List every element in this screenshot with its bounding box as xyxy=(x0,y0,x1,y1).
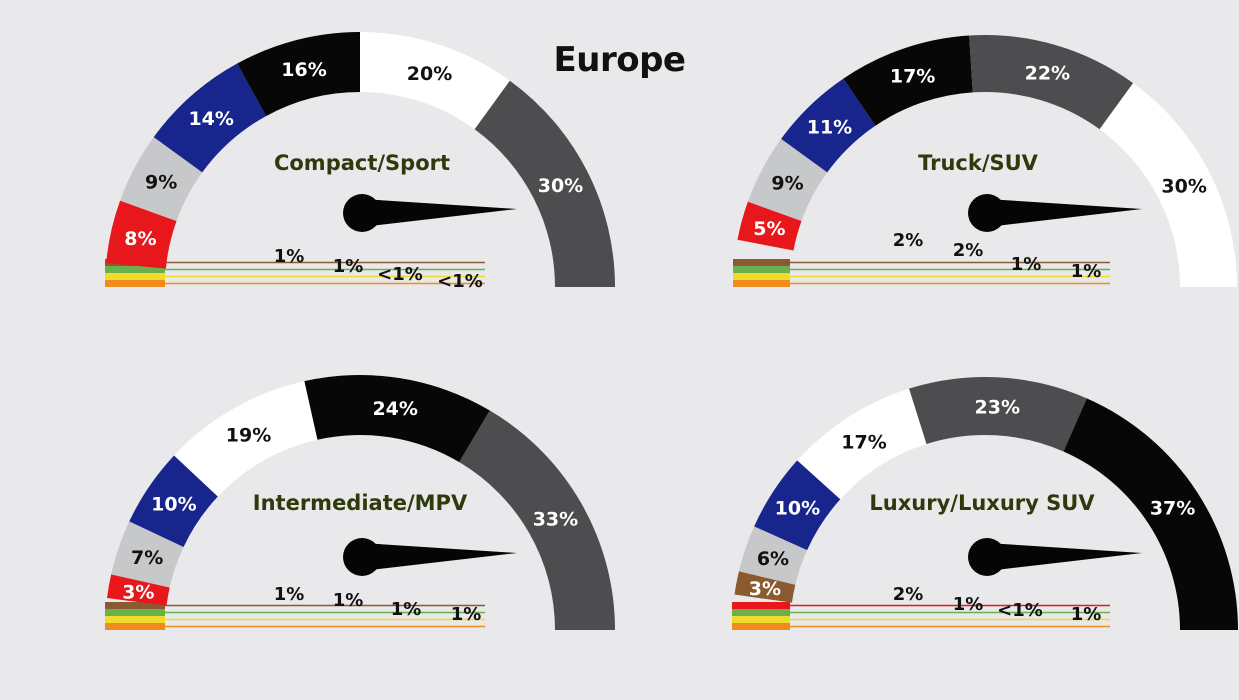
small-segment-label: 1% xyxy=(274,246,305,267)
needle xyxy=(987,543,1142,571)
segment-label: 9% xyxy=(145,172,177,194)
segment-label: 3% xyxy=(749,578,781,600)
gauge-segment xyxy=(1063,398,1238,630)
segment-label: 9% xyxy=(771,172,803,194)
small-segment-label: 2% xyxy=(893,230,924,251)
segment-label: 17% xyxy=(841,431,886,453)
small-segment-label: 1% xyxy=(274,584,305,605)
small-segment xyxy=(733,259,790,266)
gauge-segment xyxy=(106,200,177,269)
gauge-segment xyxy=(737,201,802,251)
gauge-segment xyxy=(474,80,615,287)
gauge-title: Luxury/Luxury SUV xyxy=(869,491,1095,515)
needle xyxy=(362,199,517,227)
small-segment xyxy=(105,623,165,630)
small-segment-label: 1% xyxy=(953,594,984,615)
gauge-segment xyxy=(174,381,318,497)
gauge-segment xyxy=(734,571,796,603)
gauge-segment xyxy=(459,410,615,630)
gauge-segment xyxy=(304,375,490,463)
small-segment xyxy=(733,280,790,287)
small-segment xyxy=(105,609,165,616)
gauge-segment xyxy=(120,137,203,221)
segment-label: 6% xyxy=(757,548,789,570)
segment-label: 22% xyxy=(1025,62,1070,84)
gauge-segment xyxy=(747,138,828,221)
small-segment xyxy=(732,623,790,630)
gauge-segment xyxy=(738,526,808,585)
gauge-segment xyxy=(1099,83,1237,287)
gauge-segment xyxy=(129,455,218,547)
small-segment xyxy=(105,616,165,623)
segment-label: 7% xyxy=(131,547,163,569)
segment-label: 24% xyxy=(372,398,417,420)
segment-label: 8% xyxy=(124,228,156,250)
needle-hub xyxy=(343,194,381,232)
gauge-segment xyxy=(237,31,360,117)
gauge-title: Truck/SUV xyxy=(918,151,1039,175)
needle xyxy=(362,543,517,571)
needle xyxy=(987,199,1142,227)
small-segment-label: 1% xyxy=(1011,254,1042,275)
gauge-segment xyxy=(909,377,1087,452)
segment-label: 14% xyxy=(188,108,233,130)
needle-hub xyxy=(968,538,1006,576)
gauge-segment xyxy=(969,35,1134,130)
segment-label: 16% xyxy=(281,59,326,81)
segment-label: 10% xyxy=(775,498,820,520)
segment-label: 30% xyxy=(538,175,583,197)
small-segment xyxy=(733,273,790,280)
small-segment-label: 1% xyxy=(1071,261,1102,282)
small-segment-label: 1% xyxy=(391,599,422,620)
small-segment xyxy=(732,602,790,609)
small-segment-label: <1% xyxy=(997,600,1043,621)
segment-label: 11% xyxy=(807,116,852,138)
small-segment xyxy=(732,616,790,623)
small-segment xyxy=(733,266,790,273)
segment-label: 19% xyxy=(226,425,271,447)
segment-label: 30% xyxy=(1161,176,1206,198)
gauge-segment xyxy=(797,388,927,500)
small-segment xyxy=(105,602,165,609)
small-segment-label: <1% xyxy=(437,271,483,292)
small-segment xyxy=(732,609,790,616)
segment-label: 20% xyxy=(407,63,452,85)
gauge-segment xyxy=(153,63,267,173)
needle-hub xyxy=(968,194,1006,232)
page-title: Europe xyxy=(553,40,686,80)
segment-label: 10% xyxy=(151,494,196,516)
small-segment-label: 1% xyxy=(333,590,364,611)
gauge-segment xyxy=(754,460,841,551)
segment-label: 17% xyxy=(890,66,935,88)
gauge-segment xyxy=(360,32,510,130)
segment-label: 37% xyxy=(1150,498,1195,520)
small-segment-label: 1% xyxy=(333,256,364,277)
needle-hub xyxy=(343,538,381,576)
gauge-title: Compact/Sport xyxy=(274,151,450,175)
segment-label: 23% xyxy=(975,396,1020,418)
segment-label: 3% xyxy=(122,581,154,603)
small-segment xyxy=(105,280,165,287)
small-segment-label: 1% xyxy=(451,604,482,625)
small-segment xyxy=(105,273,165,280)
small-segment xyxy=(105,266,165,273)
gauge-segment xyxy=(107,574,170,606)
small-segment-label: <1% xyxy=(377,264,423,285)
segment-label: 33% xyxy=(533,509,578,531)
gauge-title: Intermediate/MPV xyxy=(253,491,468,515)
small-segment-label: 2% xyxy=(953,240,984,261)
gauge-segment xyxy=(111,521,184,588)
segment-label: 5% xyxy=(753,218,785,240)
small-segment-label: 1% xyxy=(1071,604,1102,625)
small-segment-label: 2% xyxy=(893,584,924,605)
gauge-segment xyxy=(843,35,973,126)
gauge-segment xyxy=(781,78,876,173)
